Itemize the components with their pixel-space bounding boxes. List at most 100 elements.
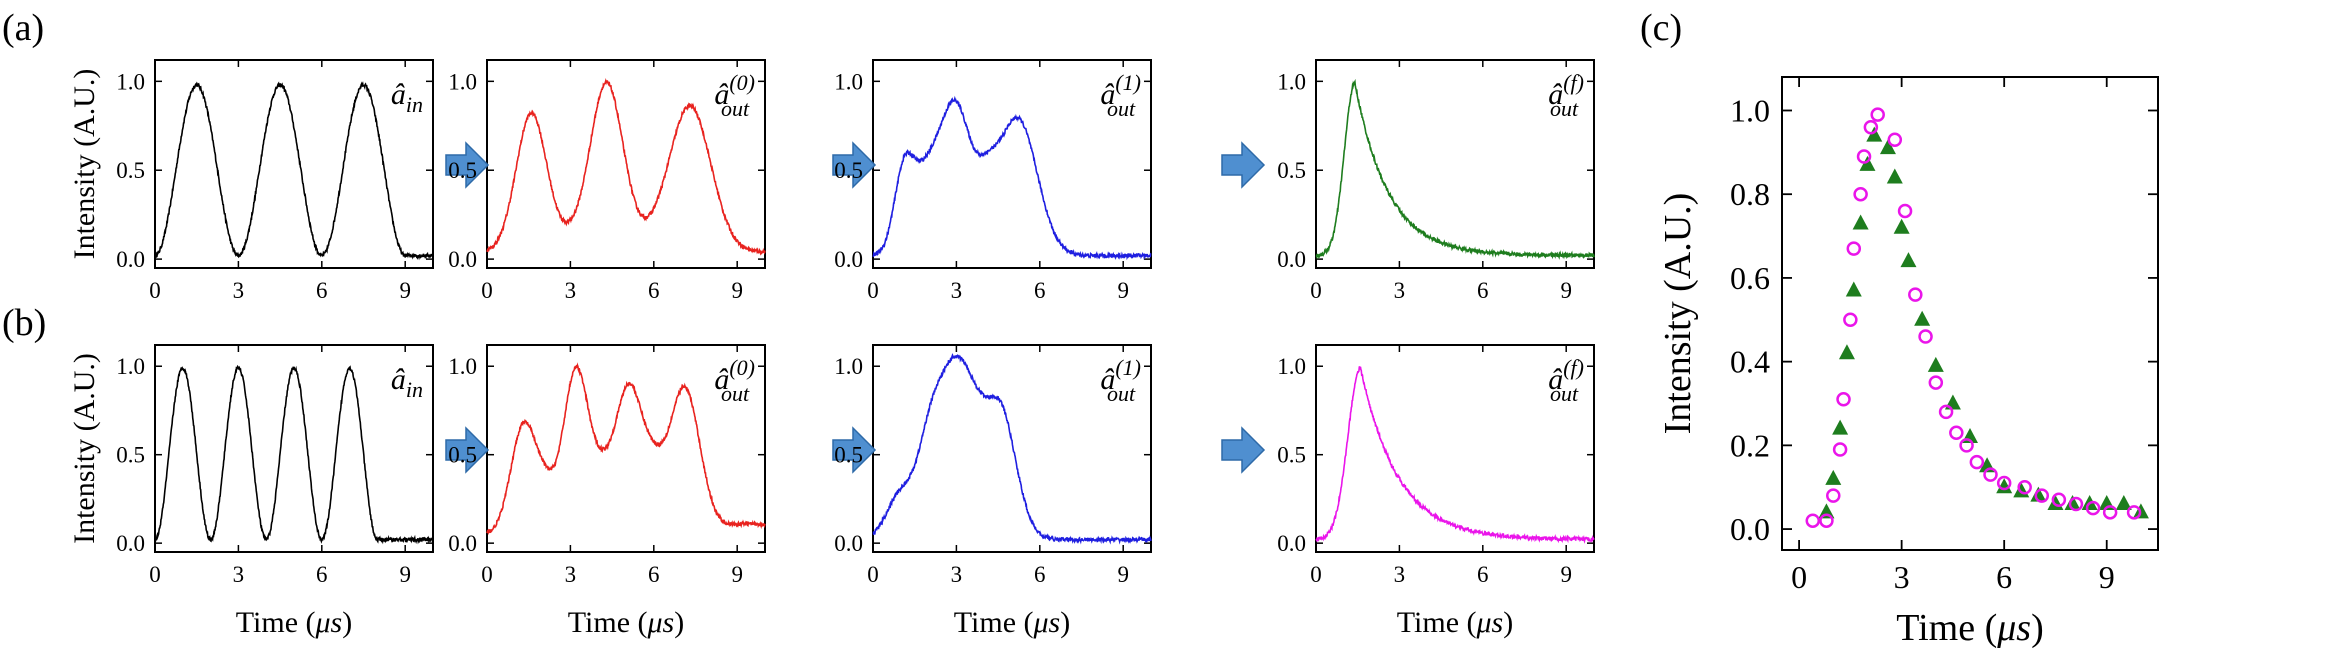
triangle-point	[2115, 494, 2132, 510]
triangle-point	[1866, 126, 1883, 142]
y-tick-label: 1.0	[448, 354, 477, 379]
triangle-point	[1879, 139, 1896, 155]
y-tick-label: 0.4	[1730, 344, 1770, 380]
triangle-point	[2013, 482, 2030, 498]
triangle-point	[1825, 469, 1842, 485]
x-tick-label: 6	[1034, 562, 1046, 587]
circle-point	[1805, 513, 1821, 528]
triangle-point	[1838, 344, 1855, 360]
x-tick-label: 3	[565, 278, 577, 303]
y-tick-label: 0.0	[834, 247, 863, 272]
x-tick-label: 3	[565, 562, 577, 587]
axes-frame	[1315, 59, 1595, 269]
trace-line	[486, 78, 766, 256]
y-tick-label: 0.0	[448, 247, 477, 272]
x-tick-label: 3	[1894, 559, 1910, 595]
panel-label: (c)	[1640, 7, 1682, 49]
flow-arrow	[1221, 426, 1266, 474]
y-tick-label: 0.5	[1277, 443, 1306, 468]
y-tick-label: 0.2	[1730, 427, 1770, 463]
x-tick-label: 6	[1996, 559, 2012, 595]
triangle-point	[1893, 218, 1910, 234]
axes-layer	[154, 59, 2159, 553]
trace-label: âin	[391, 363, 423, 402]
x-tick-label: 9	[731, 278, 743, 303]
trace-line	[154, 364, 434, 545]
circle-point	[1969, 454, 1985, 470]
x-tick-label: 9	[399, 562, 411, 587]
y-tick-label: 0.5	[448, 443, 477, 468]
circle-point	[1949, 425, 1964, 441]
circle-point	[2034, 488, 2050, 503]
y-axis-label: Intensity (A.U.)	[1657, 193, 1699, 435]
circle-point	[1983, 467, 1998, 482]
x-tick-label: 3	[1394, 278, 1406, 303]
triangle-point	[2064, 494, 2081, 510]
x-tick-label: 6	[648, 562, 660, 587]
trace-label: â(1) out	[1100, 70, 1141, 121]
triangle-point	[2047, 494, 2064, 510]
circle-point	[2051, 492, 2067, 508]
y-tick-label: 1.0	[1277, 69, 1306, 94]
trace-line	[486, 362, 766, 536]
trace-label: â(0) out	[714, 355, 755, 406]
x-tick-label: 0	[481, 278, 493, 303]
y-tick-label: 0.0	[116, 531, 145, 556]
x-tick-label: 3	[951, 562, 963, 587]
x-tick-label: 6	[1477, 278, 1489, 303]
x-tick-label: 3	[1394, 562, 1406, 587]
triangle-point	[1900, 252, 1917, 268]
x-tick-label: 6	[316, 562, 328, 587]
circle-point	[1843, 312, 1858, 328]
x-tick-label: 6	[316, 278, 328, 303]
circle-point	[1846, 241, 1862, 256]
circle-point	[2102, 505, 2118, 520]
trace-line	[154, 81, 434, 261]
y-tick-label: 0.5	[834, 158, 863, 183]
circle-point	[1853, 186, 1868, 202]
circle-point	[1856, 149, 1872, 164]
circle-point	[1887, 132, 1903, 148]
panel-label: (a)	[2, 7, 44, 49]
x-tick-label: 9	[731, 562, 743, 587]
x-tick-label: 0	[149, 278, 161, 303]
triangle-point	[1886, 168, 1903, 184]
x-axis-label: Time (μs)	[236, 606, 352, 639]
axes-frame-c	[1781, 76, 2159, 551]
x-tick-label: 9	[1560, 562, 1572, 587]
curves-layer	[154, 78, 2149, 545]
y-tick-label: 1.0	[116, 69, 145, 94]
x-tick-label: 0	[1310, 562, 1322, 587]
circle-point	[1819, 513, 1834, 528]
circle-point	[2017, 479, 2032, 495]
trace-line	[872, 95, 1152, 261]
triangle-point	[1859, 155, 1876, 171]
trace-line	[1315, 366, 1595, 544]
y-tick-label: 0.5	[1277, 158, 1306, 183]
y-tick-label: 0.0	[1277, 531, 1306, 556]
circle-point	[2126, 505, 2142, 520]
flow-arrow	[445, 141, 490, 189]
y-tick-label: 1.0	[448, 69, 477, 94]
x-tick-label: 3	[233, 278, 245, 303]
x-tick-label: 3	[951, 278, 963, 303]
triangle-point	[1927, 356, 1944, 372]
x-tick-label: 9	[1117, 562, 1129, 587]
y-tick-label: 0.5	[448, 158, 477, 183]
trace-label: â(f) out	[1548, 355, 1584, 406]
triangle-point	[1996, 478, 2013, 494]
circle-point	[1918, 329, 1933, 344]
x-tick-label: 9	[399, 278, 411, 303]
x-tick-label: 0	[1791, 559, 1807, 595]
y-tick-label: 1.0	[834, 69, 863, 94]
axes-frame	[154, 344, 434, 553]
y-tick-label: 0.5	[834, 443, 863, 468]
circle-point	[1863, 119, 1879, 135]
y-tick-label: 1.0	[1730, 92, 1770, 128]
y-tick-label: 0.0	[1730, 511, 1770, 547]
triangle-point	[1914, 310, 1931, 326]
y-tick-label: 0.8	[1730, 176, 1770, 212]
y-tick-label: 0.6	[1730, 260, 1770, 296]
triangle-point	[1852, 214, 1869, 230]
trace-label: â(1) out	[1100, 355, 1141, 406]
